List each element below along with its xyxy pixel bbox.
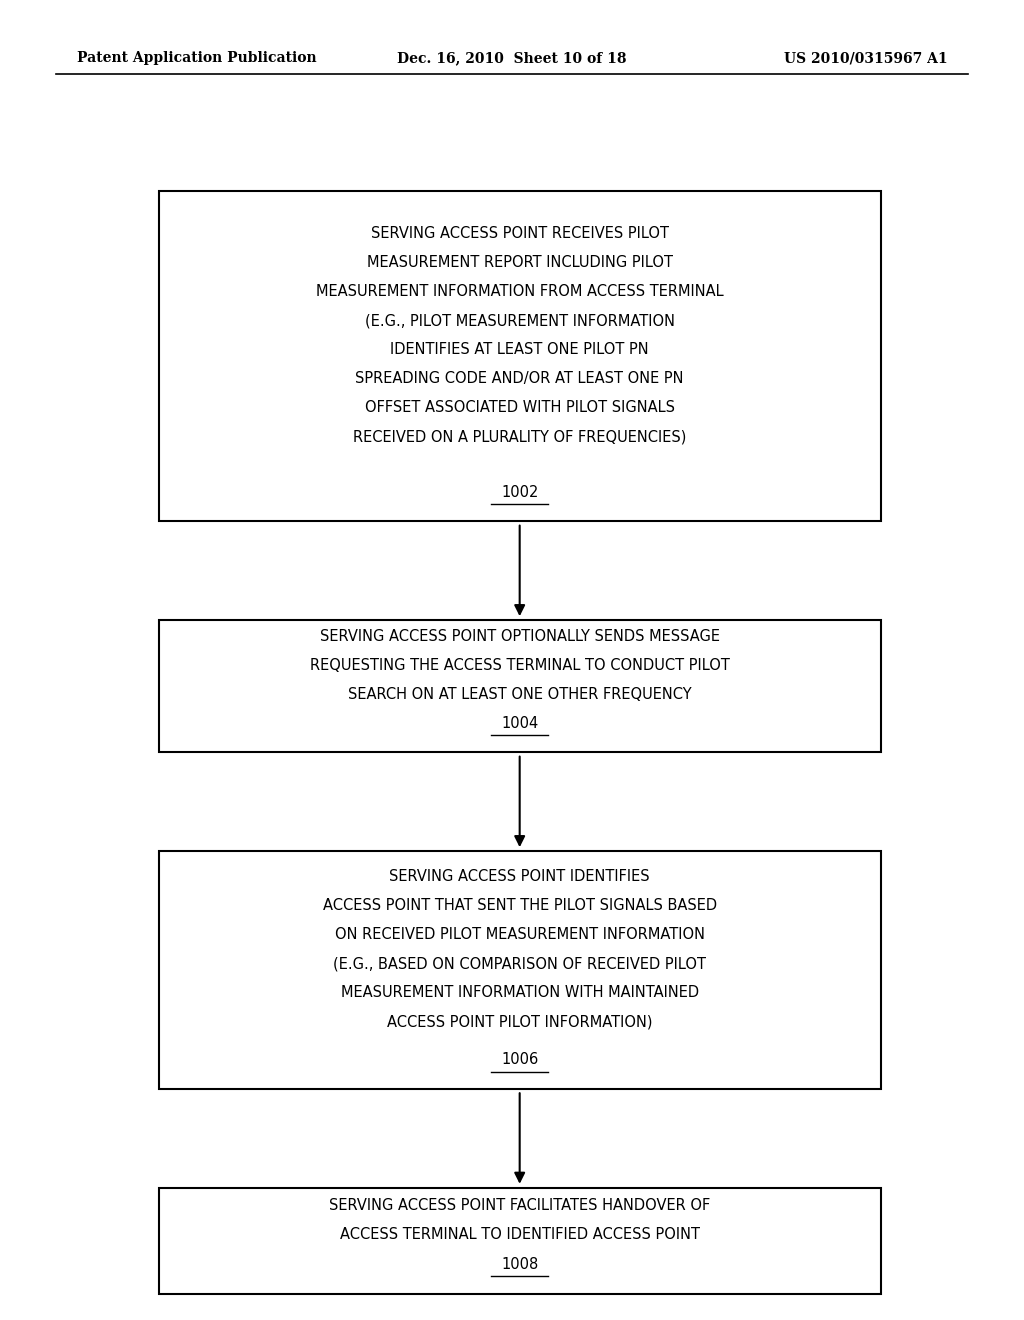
Text: SERVING ACCESS POINT IDENTIFIES: SERVING ACCESS POINT IDENTIFIES bbox=[389, 869, 650, 884]
Text: OFFSET ASSOCIATED WITH PILOT SIGNALS: OFFSET ASSOCIATED WITH PILOT SIGNALS bbox=[365, 400, 675, 416]
Text: Dec. 16, 2010  Sheet 10 of 18: Dec. 16, 2010 Sheet 10 of 18 bbox=[397, 51, 627, 65]
Text: 1004: 1004 bbox=[501, 715, 539, 731]
Bar bbox=[159, 851, 881, 1089]
Text: ACCESS POINT PILOT INFORMATION): ACCESS POINT PILOT INFORMATION) bbox=[387, 1014, 652, 1030]
Text: SEARCH ON AT LEAST ONE OTHER FREQUENCY: SEARCH ON AT LEAST ONE OTHER FREQUENCY bbox=[348, 686, 691, 702]
Text: SERVING ACCESS POINT RECEIVES PILOT: SERVING ACCESS POINT RECEIVES PILOT bbox=[371, 226, 669, 242]
Text: SERVING ACCESS POINT OPTIONALLY SENDS MESSAGE: SERVING ACCESS POINT OPTIONALLY SENDS ME… bbox=[319, 628, 720, 644]
Text: ON RECEIVED PILOT MEASUREMENT INFORMATION: ON RECEIVED PILOT MEASUREMENT INFORMATIO… bbox=[335, 927, 705, 942]
Text: MEASUREMENT INFORMATION FROM ACCESS TERMINAL: MEASUREMENT INFORMATION FROM ACCESS TERM… bbox=[315, 284, 724, 300]
Text: IDENTIFIES AT LEAST ONE PILOT PN: IDENTIFIES AT LEAST ONE PILOT PN bbox=[390, 342, 649, 358]
Text: 1006: 1006 bbox=[501, 1052, 539, 1068]
Text: Patent Application Publication: Patent Application Publication bbox=[77, 51, 316, 65]
Text: ACCESS POINT THAT SENT THE PILOT SIGNALS BASED: ACCESS POINT THAT SENT THE PILOT SIGNALS… bbox=[323, 898, 717, 913]
Text: 1008: 1008 bbox=[501, 1257, 539, 1272]
Bar bbox=[159, 620, 881, 752]
Text: MEASUREMENT REPORT INCLUDING PILOT: MEASUREMENT REPORT INCLUDING PILOT bbox=[367, 255, 673, 271]
Bar bbox=[159, 191, 881, 521]
Text: RECEIVED ON A PLURALITY OF FREQUENCIES): RECEIVED ON A PLURALITY OF FREQUENCIES) bbox=[353, 429, 686, 445]
Text: (E.G., BASED ON COMPARISON OF RECEIVED PILOT: (E.G., BASED ON COMPARISON OF RECEIVED P… bbox=[333, 956, 707, 972]
Text: (E.G., PILOT MEASUREMENT INFORMATION: (E.G., PILOT MEASUREMENT INFORMATION bbox=[365, 313, 675, 329]
Text: 1002: 1002 bbox=[501, 484, 539, 500]
Text: SPREADING CODE AND/OR AT LEAST ONE PN: SPREADING CODE AND/OR AT LEAST ONE PN bbox=[355, 371, 684, 387]
Text: US 2010/0315967 A1: US 2010/0315967 A1 bbox=[783, 51, 947, 65]
Text: REQUESTING THE ACCESS TERMINAL TO CONDUCT PILOT: REQUESTING THE ACCESS TERMINAL TO CONDUC… bbox=[309, 657, 730, 673]
Text: SERVING ACCESS POINT FACILITATES HANDOVER OF: SERVING ACCESS POINT FACILITATES HANDOVE… bbox=[329, 1197, 711, 1213]
Text: MEASUREMENT INFORMATION WITH MAINTAINED: MEASUREMENT INFORMATION WITH MAINTAINED bbox=[341, 985, 698, 1001]
Bar bbox=[159, 1188, 881, 1294]
Text: ACCESS TERMINAL TO IDENTIFIED ACCESS POINT: ACCESS TERMINAL TO IDENTIFIED ACCESS POI… bbox=[340, 1226, 699, 1242]
